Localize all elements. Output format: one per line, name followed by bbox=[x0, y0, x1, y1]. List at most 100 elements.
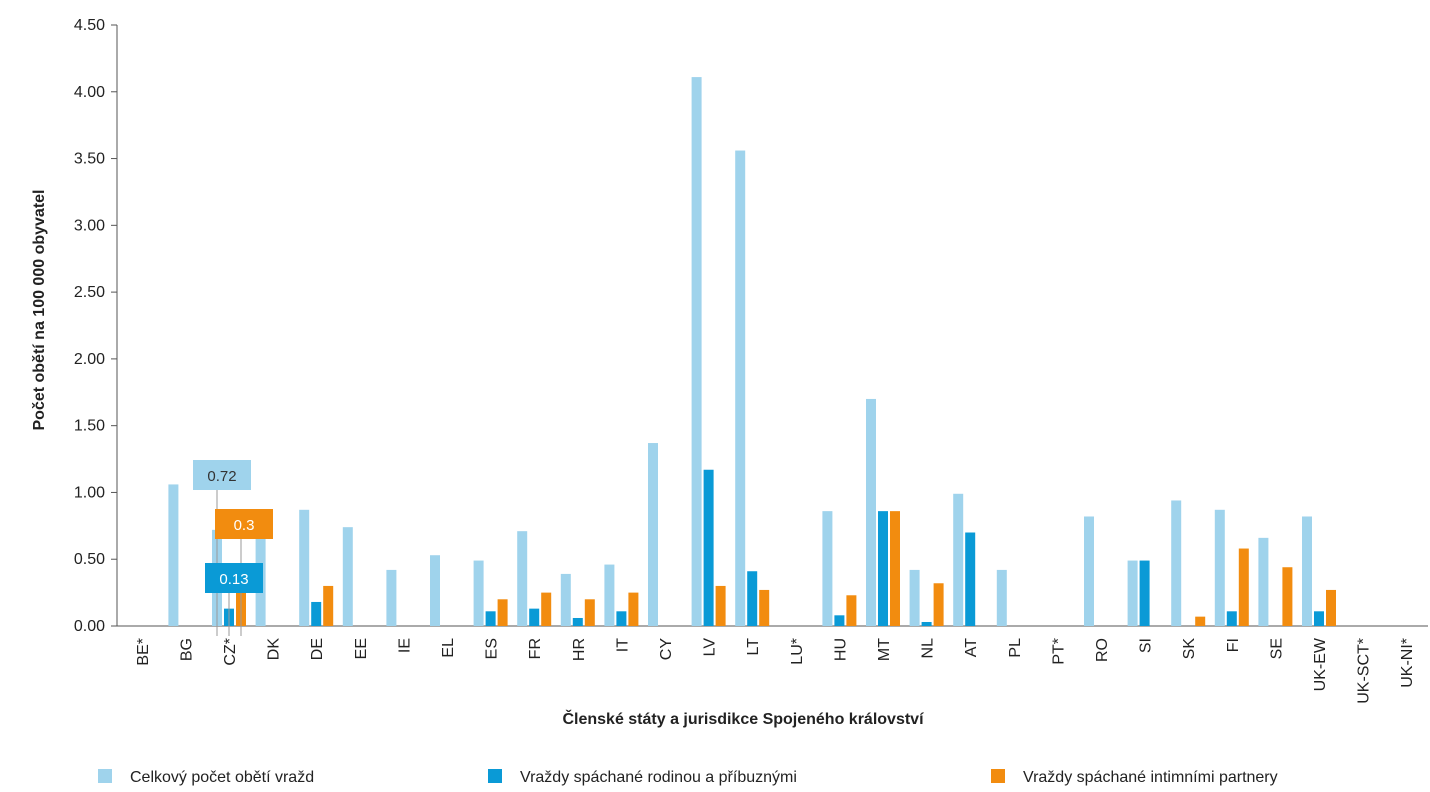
bar bbox=[648, 443, 658, 626]
x-tick-label: FI bbox=[1225, 638, 1242, 652]
bar bbox=[541, 592, 552, 626]
x-tick-label: CY bbox=[658, 638, 675, 661]
x-tick-label: SI bbox=[1138, 638, 1155, 653]
legend-label: Celkový počet obětí vražd bbox=[130, 769, 314, 786]
bar bbox=[1282, 567, 1293, 626]
bar bbox=[1139, 560, 1150, 626]
bar bbox=[866, 398, 876, 626]
bar bbox=[560, 573, 571, 626]
legend-swatch bbox=[98, 769, 112, 783]
y-tick-label: 4.50 bbox=[74, 17, 105, 34]
bar bbox=[584, 599, 595, 626]
legend-label: Vraždy spáchané rodinou a příbuznými bbox=[520, 769, 797, 786]
callout-box bbox=[193, 460, 251, 490]
x-tick-label: DK bbox=[266, 638, 283, 661]
bar bbox=[1127, 560, 1138, 626]
bar bbox=[1258, 537, 1269, 626]
bar bbox=[1214, 509, 1225, 626]
y-tick-label: 1.50 bbox=[74, 418, 105, 435]
callout-box bbox=[215, 509, 273, 539]
x-tick-label: IT bbox=[614, 638, 631, 652]
y-axis: 0.00 0.50 1.00 1.50 2.00 2.50 3.00 3.50 4.00 4.50 bbox=[74, 17, 118, 635]
x-tick-label: PL bbox=[1007, 638, 1024, 658]
x-tick-label: HU bbox=[832, 638, 849, 661]
x-tick-label: CZ* bbox=[222, 638, 239, 666]
bar bbox=[485, 611, 496, 626]
y-tick-label: 1.00 bbox=[74, 484, 105, 501]
bar bbox=[822, 511, 833, 626]
x-tick-label: PT* bbox=[1050, 638, 1067, 665]
x-tick-label: ES bbox=[484, 638, 501, 659]
bar bbox=[703, 469, 714, 626]
x-tick-label: RO bbox=[1094, 638, 1111, 662]
bar bbox=[616, 611, 627, 626]
bar bbox=[604, 564, 615, 626]
y-tick-label: 0.00 bbox=[74, 618, 105, 635]
x-tick-label: UK-NI* bbox=[1399, 638, 1416, 688]
y-tick-label: 3.50 bbox=[74, 151, 105, 168]
x-tick-label: AT bbox=[963, 638, 980, 657]
x-axis-title: Členské státy a jurisdikce Spojeného krá… bbox=[562, 709, 924, 728]
x-tick-label: DE bbox=[309, 638, 326, 660]
bar bbox=[342, 527, 353, 626]
x-tick-label: MT bbox=[876, 638, 893, 661]
legend-label: Vraždy spáchané intimními partnery bbox=[1023, 769, 1278, 786]
bar bbox=[311, 601, 322, 626]
bar bbox=[529, 608, 540, 626]
legend-swatch bbox=[991, 769, 1005, 783]
x-tick-label: UK-SCT* bbox=[1356, 638, 1373, 704]
callout-label: 0.72 bbox=[207, 468, 236, 485]
bar bbox=[735, 150, 746, 626]
bar bbox=[1226, 611, 1237, 626]
y-tick-label: 2.50 bbox=[74, 284, 105, 301]
bar bbox=[953, 493, 964, 626]
x-tick-label: EE bbox=[353, 638, 370, 659]
bar bbox=[933, 583, 944, 626]
bar bbox=[834, 615, 845, 626]
bar bbox=[846, 595, 857, 626]
bar bbox=[1238, 548, 1249, 626]
x-tick-label: LV bbox=[702, 638, 719, 657]
bar bbox=[517, 531, 528, 626]
x-tick-label: LU* bbox=[789, 638, 806, 665]
bar bbox=[909, 569, 920, 626]
callout-label: 0.3 bbox=[234, 517, 255, 534]
bar bbox=[759, 589, 770, 626]
bar bbox=[1302, 516, 1312, 626]
bar bbox=[430, 555, 440, 626]
bar bbox=[1084, 516, 1094, 626]
y-axis-title: Počet obětí na 100 000 obyvatel bbox=[31, 190, 48, 431]
bar bbox=[715, 585, 726, 626]
bar bbox=[691, 77, 702, 626]
x-tick-label: NL bbox=[920, 638, 937, 659]
bar bbox=[1326, 589, 1336, 626]
bar-series bbox=[168, 77, 1336, 626]
y-tick-label: 4.00 bbox=[74, 84, 105, 101]
x-tick-label: LT bbox=[745, 638, 762, 656]
x-tick-label: SK bbox=[1181, 638, 1198, 660]
bar bbox=[1171, 500, 1182, 626]
x-tick-label: EL bbox=[440, 638, 457, 658]
x-tick-label: UK-EW bbox=[1312, 637, 1329, 691]
bar bbox=[921, 621, 932, 626]
y-tick-label: 2.00 bbox=[74, 351, 105, 368]
bar bbox=[168, 484, 179, 626]
x-tick-label: BE* bbox=[135, 638, 152, 666]
bar bbox=[299, 509, 310, 626]
x-tick-label: IE bbox=[396, 638, 413, 653]
bar bbox=[996, 569, 1007, 626]
legend: Celkový počet obětí vražd Vraždy spáchané… bbox=[98, 769, 1278, 786]
bar bbox=[628, 592, 639, 626]
legend-swatch bbox=[488, 769, 502, 783]
y-tick-label: 3.00 bbox=[74, 217, 105, 234]
x-axis: BE* BG CZ* DK DE EE IE EL ES FR HR IT CY LV LT LU* HU MT N… bbox=[117, 625, 1428, 704]
bar bbox=[572, 617, 583, 626]
x-tick-label: HR bbox=[571, 638, 588, 661]
bar bbox=[1195, 616, 1206, 626]
bar bbox=[747, 571, 758, 626]
bar bbox=[497, 599, 508, 626]
bar bbox=[386, 569, 397, 626]
callout-label: 0.13 bbox=[219, 571, 248, 588]
x-tick-label: FR bbox=[527, 638, 544, 659]
